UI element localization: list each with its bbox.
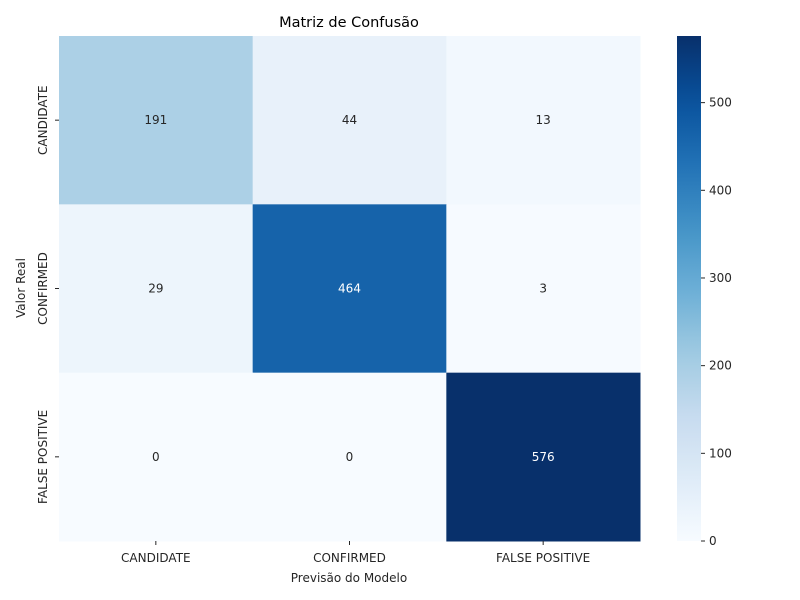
y-tick-label: CANDIDATE [36,85,50,155]
x-tick-label: FALSE POSITIVE [496,551,590,565]
x-tick-label: CANDIDATE [121,551,191,565]
cell-value-label: 13 [536,113,551,127]
y-axis-title: Valor Real [14,258,28,318]
colorbar-tick-label: 0 [709,534,717,548]
x-axis-title: Previsão do Modelo [291,571,407,585]
heatmap-cell [59,372,254,542]
colorbar-tick-label: 500 [709,96,732,110]
heatmap-cells: 191 44 13 29 464 3 0 0 576 [59,36,641,542]
heatmap-cell [59,204,254,374]
cell-value-label: 3 [539,282,547,296]
colorbar-ticks: 0 100 200 300 400 500 [701,96,732,548]
heatmap-cell [252,36,447,205]
x-tick-label: CONFIRMED [313,551,386,565]
heatmap-cell [59,36,254,205]
cell-value-label: 576 [532,450,555,464]
y-axis-ticks: CANDIDATE CONFIRMED FALSE POSITIVE [36,85,59,504]
cell-value-label: 29 [148,282,163,296]
colorbar-tick-label: 400 [709,183,732,197]
heatmap-cell [446,36,641,205]
y-tick-label: FALSE POSITIVE [36,410,50,504]
colorbar-tick-label: 100 [709,446,732,460]
cell-value-label: 191 [144,113,167,127]
y-tick-label: CONFIRMED [36,252,50,325]
heatmap-cell [446,372,641,542]
cell-value-label: 0 [152,450,160,464]
chart-title: Matriz de Confusão [279,15,419,31]
x-axis-ticks: CANDIDATE CONFIRMED FALSE POSITIVE [121,541,590,565]
colorbar-tick-label: 200 [709,359,732,373]
cell-value-label: 464 [338,282,361,296]
heatmap-cell [446,204,641,374]
colorbar [677,36,701,541]
heatmap-cell [252,372,447,542]
heatmap-cell [252,204,447,374]
cell-value-label: 0 [346,450,354,464]
colorbar-tick-label: 300 [709,271,732,285]
cell-value-label: 44 [342,113,357,127]
